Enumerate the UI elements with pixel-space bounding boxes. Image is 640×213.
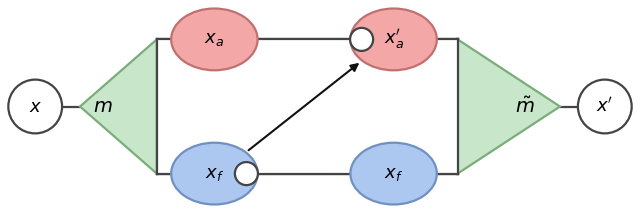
Polygon shape — [80, 39, 157, 174]
Ellipse shape — [351, 143, 437, 204]
Text: $\tilde{m}$: $\tilde{m}$ — [515, 96, 534, 117]
Text: $x_f$: $x_f$ — [205, 165, 224, 183]
Polygon shape — [458, 39, 560, 174]
Text: $x$: $x$ — [29, 98, 42, 115]
Polygon shape — [157, 39, 458, 174]
Text: $x_a$: $x_a$ — [204, 30, 225, 48]
Text: $x_a'$: $x_a'$ — [383, 27, 404, 51]
Ellipse shape — [172, 9, 258, 70]
Ellipse shape — [350, 28, 373, 51]
Ellipse shape — [578, 80, 632, 133]
Text: $x_f$: $x_f$ — [384, 165, 403, 183]
Ellipse shape — [172, 143, 258, 204]
Ellipse shape — [235, 162, 258, 185]
Text: $x'$: $x'$ — [596, 97, 613, 116]
Ellipse shape — [8, 80, 62, 133]
Ellipse shape — [351, 9, 437, 70]
Text: $m$: $m$ — [93, 97, 112, 116]
